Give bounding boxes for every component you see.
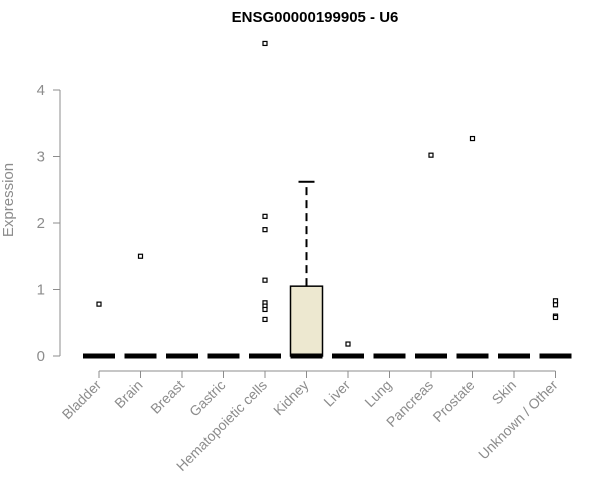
outlier-point (552, 314, 559, 321)
outlier-point (262, 277, 268, 283)
outlier-point (469, 135, 476, 142)
box-prostate (456, 135, 489, 359)
chart-title: ENSG00000199905 - U6 (232, 9, 399, 26)
y-tick-label: 3 (37, 149, 45, 166)
outlier-point (137, 253, 144, 259)
y-axis: 0 1 2 3 4 (37, 82, 61, 365)
outlier-point (262, 227, 268, 233)
x-tick-label: Skin (489, 377, 520, 408)
x-tick-label: Liver (320, 377, 353, 410)
box-kidney (289, 180, 324, 359)
outlier-point (96, 301, 102, 307)
box-liver (332, 341, 364, 359)
outlier-point (262, 316, 268, 323)
box-iqr (289, 285, 324, 357)
boxes-group (83, 40, 572, 359)
outlier-point (345, 341, 351, 347)
x-tick-label: Kidney (270, 377, 312, 419)
x-tick-label: Brain (111, 377, 145, 411)
outlier-point (428, 152, 434, 158)
box-brain (124, 253, 157, 359)
y-tick-label: 1 (37, 282, 45, 299)
y-axis-label: Expression (0, 163, 17, 237)
y-tick-label: 2 (37, 215, 45, 232)
box-bladder (83, 301, 115, 359)
box-pancreas (415, 152, 447, 359)
box-hematopoietic-cells (249, 40, 281, 359)
outlier-point (262, 40, 268, 47)
x-tick-label: Lung (361, 377, 394, 410)
outlier-point (262, 213, 268, 219)
x-tick-label: Breast (147, 377, 187, 417)
box-unknown-other (539, 298, 572, 359)
y-tick-label: 0 (37, 348, 45, 365)
x-tick-label: Bladder (59, 377, 105, 423)
outlier-point (552, 302, 559, 308)
x-tick-label: Prostate (429, 377, 477, 425)
x-tick-label: Unknown / Other (475, 377, 561, 463)
outlier-point (262, 306, 268, 313)
y-tick-label: 4 (37, 82, 45, 99)
